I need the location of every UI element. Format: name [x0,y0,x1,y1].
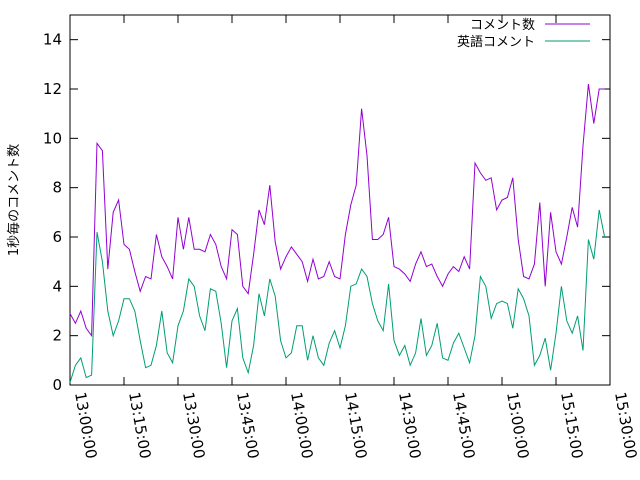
series-line-0 [69,84,605,338]
x-tick-label-1: 13:15:00 [125,391,154,460]
y-tick-label-4: 8 [52,179,62,197]
y-tick-label-2: 4 [52,277,62,295]
x-tick-label-5: 14:15:00 [341,391,370,460]
x-tick-label-0: 13:00:00 [71,391,100,460]
legend-label-0: コメント数 [470,18,535,33]
y-axis: 0 2 4 6 8 10 12 14 [43,31,610,394]
y-tick-label-0: 0 [52,376,62,394]
plot-area [69,14,611,386]
x-tick-label-8: 15:00:00 [503,391,532,460]
y-tick-label-6: 12 [43,80,62,98]
x-tick-label-4: 14:00:00 [287,391,316,460]
series-line-1 [69,209,606,383]
x-tick-label-3: 13:45:00 [233,391,262,460]
legend-label-1: 英語コメント [457,34,535,50]
series-layer [69,84,606,383]
y-tick-label-7: 14 [43,31,62,49]
y-tick-label-1: 2 [52,327,62,345]
y-tick-label-3: 6 [52,228,62,246]
x-tick-label-2: 13:30:00 [179,391,208,460]
x-tick-label-7: 14:45:00 [449,391,478,460]
x-tick-label-9: 15:15:00 [557,391,586,460]
y-axis-title: 1秒毎のコメント数 [6,144,22,256]
y-tick-label-5: 10 [43,129,62,147]
plot-frame [69,14,611,386]
x-tick-label-10: 15:30:00 [611,391,640,460]
x-tick-label-6: 14:30:00 [395,391,424,460]
